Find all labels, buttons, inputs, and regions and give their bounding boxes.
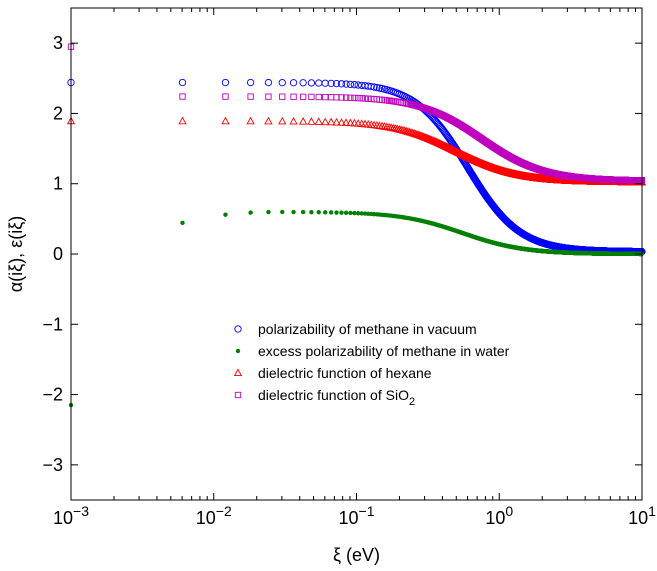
data-point [317,210,321,214]
data-point [323,210,327,214]
data-point [280,210,284,214]
data-point [309,210,313,214]
data-point [334,210,338,214]
data-point [291,210,295,214]
data-point [180,221,184,225]
data-point [223,213,227,217]
data-point [348,211,352,215]
data-point [329,210,333,214]
data-point [248,210,252,214]
data-point [339,210,343,214]
data-point [352,211,356,215]
data-point [344,211,348,215]
data-point [301,210,305,214]
data-point [266,210,270,214]
